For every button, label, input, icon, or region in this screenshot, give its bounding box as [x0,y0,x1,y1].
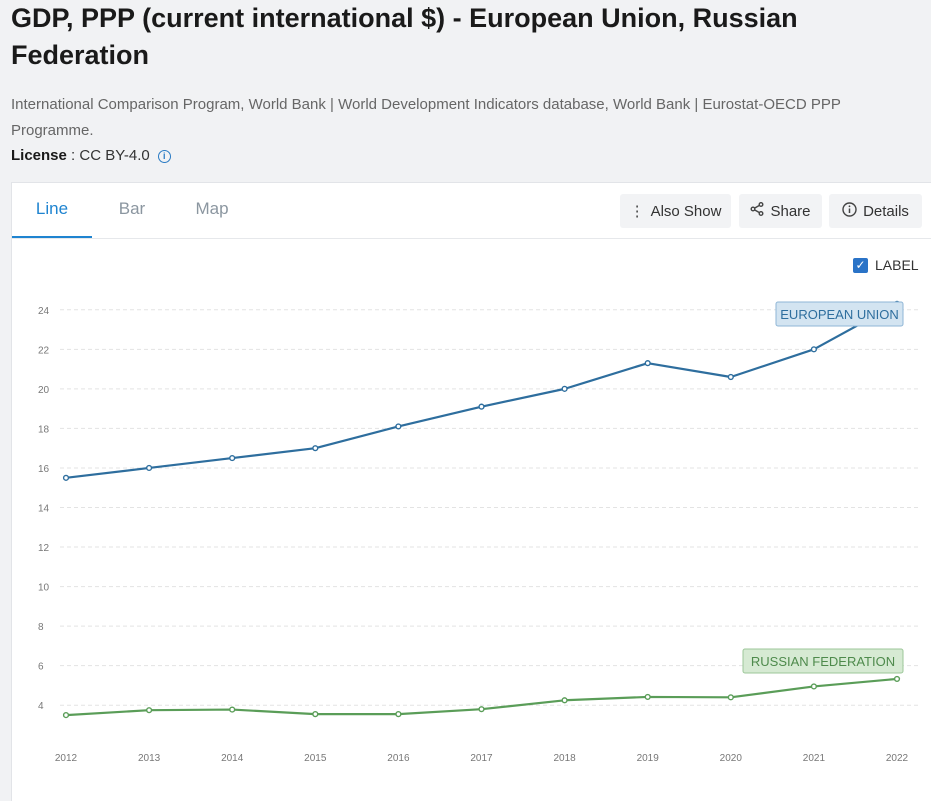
also-show-label: Also Show [650,202,722,220]
data-point-ru [893,675,901,683]
data-point-eu [229,454,236,462]
data-point-ru [395,711,402,718]
data-point-eu [644,360,651,367]
x-tick-label: 2020 [720,753,743,764]
data-point-eu [810,346,818,353]
data-point-eu [146,464,153,472]
data-point-eu [478,403,485,410]
label-toggle-text: LABEL [875,257,919,273]
x-tick-label: 2019 [637,753,660,764]
y-tick-label: 4 [38,701,44,712]
data-point-ru [146,707,153,714]
x-tick-label: 2022 [886,753,909,764]
license-label: License [11,147,67,164]
x-tick-label: 2013 [138,753,161,764]
page-title: GDP, PPP (current international $) - Eur… [11,3,798,70]
data-point-ru [312,711,319,718]
y-tick-label: 6 [38,662,44,673]
share-label: Share [770,202,811,220]
x-tick-label: 2021 [803,753,826,764]
series-label-ru: RUSSIAN FEDERATION [751,654,895,669]
share-button[interactable]: Share [739,194,822,228]
chart-panel: Line Bar Map ⋮ Also Show Share Details ✓… [11,182,931,801]
data-point-ru [478,706,485,713]
data-point-ru [62,712,70,719]
kebab-icon: ⋮ [629,203,645,220]
tab-bar[interactable]: Bar [118,199,146,218]
label-checkbox[interactable]: ✓ [853,257,868,273]
data-point-ru [644,693,651,701]
data-sources: International Comparison Program, World … [11,96,841,139]
data-point-eu [395,423,402,430]
data-point-eu [312,445,319,452]
y-tick-label: 10 [38,583,50,594]
x-tick-label: 2015 [304,753,327,764]
data-point-eu [62,474,70,481]
y-tick-label: 18 [38,424,50,435]
tab-divider [12,238,931,239]
y-tick-label: 24 [38,306,50,317]
y-tick-label: 22 [38,345,50,356]
label-toggle[interactable]: ✓ LABEL [853,257,919,273]
chart-type-tabs: Line Bar Map [12,183,252,239]
series-label-box-ru [742,648,904,674]
license-line: License : CC BY-4.0 i [11,146,171,166]
info-icon[interactable]: i [157,149,171,163]
x-tick-label: 2017 [470,753,493,764]
series-label-box-eu [775,301,904,327]
series-line-eu [65,302,898,479]
info-icon [842,201,857,221]
license-value: CC BY-4.0 [79,147,150,164]
license-separator: : [66,147,80,164]
data-point-ru [810,683,818,690]
y-tick-label: 14 [38,504,50,515]
x-tick-label: 2012 [55,753,78,764]
data-point-eu [727,373,734,381]
y-tick-label: 12 [38,543,50,554]
data-point-ru [229,706,236,713]
also-show-button[interactable]: ⋮ Also Show [620,194,731,228]
series-label-eu: EUROPEAN UNION [780,307,898,322]
y-tick-label: 8 [38,622,44,633]
tab-map[interactable]: Map [195,199,229,218]
data-point-ru [561,697,568,704]
tab-line[interactable]: Line [12,183,92,239]
share-icon [750,202,764,220]
data-point-eu [561,385,568,392]
x-tick-label: 2018 [553,753,576,764]
data-point-ru [727,694,734,701]
y-tick-label: 16 [38,464,50,475]
y-tick-label: 20 [38,385,50,396]
x-tick-label: 2016 [387,753,410,764]
details-button[interactable]: Details [829,194,922,228]
details-label: Details [863,202,909,220]
x-tick-label: 2014 [221,753,244,764]
